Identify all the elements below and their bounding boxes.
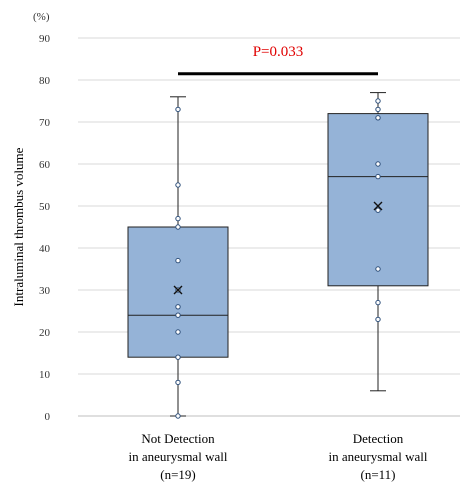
data-point	[175, 329, 181, 335]
data-point	[175, 379, 181, 386]
box-group	[327, 92, 429, 392]
y-axis-title: Intraluminal thrombus volume	[11, 147, 26, 306]
category-label: (n=19)	[160, 467, 196, 482]
data-point	[175, 413, 181, 419]
data-point	[375, 98, 381, 104]
y-tick-label: 20	[39, 327, 51, 339]
box-group	[127, 96, 229, 419]
data-point	[375, 316, 381, 323]
data-point	[375, 161, 381, 167]
data-point	[375, 266, 381, 272]
p-value-label: P=0.033	[253, 44, 304, 60]
data-point	[375, 106, 381, 113]
category-label: in aneurysmal wall	[329, 449, 428, 464]
category-label: in aneurysmal wall	[129, 449, 228, 464]
data-point	[175, 304, 181, 310]
y-axis: 0 10 20 30 40 50 60 70 80 90	[39, 33, 460, 423]
y-tick-label: 50	[39, 201, 51, 213]
y-tick-label: 70	[39, 117, 51, 129]
category-labels: Not Detection in aneurysmal wall (n=19) Det…	[129, 431, 428, 482]
data-point	[375, 299, 381, 306]
y-unit-label: (%)	[33, 11, 50, 23]
iqr-box	[327, 113, 429, 287]
mean-marker	[173, 285, 183, 295]
y-tick-label: 10	[39, 369, 51, 381]
category-label: (n=11)	[360, 467, 395, 482]
data-point	[375, 207, 381, 213]
data-point	[375, 173, 381, 180]
data-point	[175, 106, 181, 113]
y-tick-label: 30	[39, 285, 51, 297]
data-point	[175, 224, 181, 230]
category-label: Not Detection	[141, 431, 215, 446]
y-tick-label: 80	[39, 75, 51, 87]
significance-bracket: P=0.033	[178, 44, 378, 76]
y-tick-label: 40	[39, 243, 51, 255]
data-point	[175, 354, 181, 360]
data-point	[175, 215, 181, 222]
boxes	[127, 92, 429, 419]
data-point	[375, 115, 381, 121]
category-label: Detection	[353, 431, 404, 446]
data-point	[175, 312, 181, 318]
mean-marker	[373, 201, 383, 211]
y-tick-label: 0	[45, 411, 51, 423]
y-tick-label: 90	[39, 33, 51, 45]
data-point	[175, 257, 181, 264]
y-tick-label: 60	[39, 159, 51, 171]
data-point	[175, 182, 181, 188]
